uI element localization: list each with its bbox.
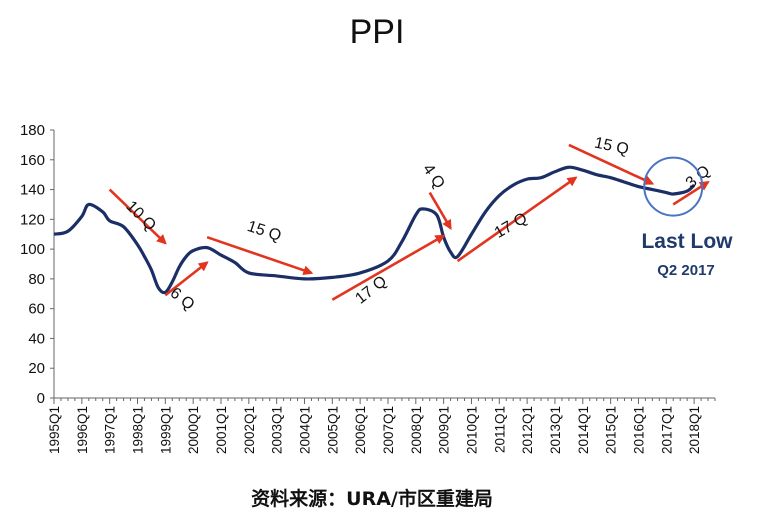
x-tick-label: 2005Q1 [325,406,340,454]
x-tick-label: 2008Q1 [409,406,424,454]
y-tick-label: 100 [20,241,45,258]
trend-arrow [164,261,209,297]
trend-arrow [206,235,314,276]
x-tick-label: 2009Q1 [437,406,452,454]
trend-duration-label: 15 Q [593,135,630,159]
x-tick-label: 2007Q1 [381,406,396,454]
trend-arrow [428,191,452,230]
x-tick-label: 2003Q1 [270,406,285,454]
last-low-label: Last Low [641,230,733,253]
trend-duration-label: 17 Q [492,210,531,242]
x-tick-label: 1997Q1 [103,406,118,454]
x-tick-label: 1996Q1 [75,406,90,454]
x-tick-label: 2010Q1 [464,406,479,454]
y-tick-label: 120 [20,211,45,228]
y-axis-ticks: 0 20 40 60 80 100 120 140 160 180 [20,122,54,407]
y-tick-label: 40 [28,330,45,347]
x-tick-label: 2018Q1 [687,406,702,454]
x-tick-label: 2015Q1 [604,406,619,454]
x-tick-label: 2001Q1 [214,406,229,454]
x-tick-label: 1999Q1 [158,406,173,454]
chart-title: PPI [350,13,405,51]
x-tick-label: 2004Q1 [297,406,312,454]
source-note: 资料来源：URA/市区重建局 [251,487,493,510]
y-tick-label: 60 [28,301,45,318]
trend-arrow [456,176,578,263]
trend-arrow [331,234,446,301]
last-low-sublabel: Q2 2017 [657,262,715,279]
x-tick-label: 2002Q1 [242,406,257,454]
ppi-series-line [53,165,696,295]
y-tick-label: 0 [37,390,45,407]
y-tick-label: 140 [20,182,45,199]
x-tick-label: 2013Q1 [548,406,563,454]
trend-arrow [568,143,655,185]
x-tick-label: 2006Q1 [353,406,368,454]
trend-duration-label: 15 Q [245,218,283,245]
trend-duration-label: 4 Q [419,161,448,192]
x-tick-label: 1995Q1 [47,406,62,454]
x-tick-label: 2017Q1 [659,406,674,454]
trend-arrow [108,188,167,245]
x-tick-label: 2016Q1 [631,406,646,454]
trend-duration-label: 6 Q [167,285,198,314]
y-tick-label: 160 [20,152,45,169]
x-tick-label: 2014Q1 [576,406,591,454]
x-tick-label: 1998Q1 [130,406,145,454]
last-low-highlight: Last Low Q2 2017 [641,156,733,279]
x-tick-label: 2011Q1 [492,406,507,453]
x-tick-label: 2000Q1 [186,406,201,454]
y-tick-label: 80 [28,271,45,288]
trend-duration-label: 3 Q [683,162,714,192]
series-group [53,165,696,295]
x-tick-label: 2012Q1 [520,406,535,454]
y-tick-label: 20 [28,360,45,377]
x-axis-ticks: 1995Q1 1996Q1 1997Q1 1998Q1 1999Q1 2000Q1 2001… [47,398,716,454]
axes [53,130,715,399]
last-low-circle [643,156,704,217]
y-tick-label: 180 [20,122,45,139]
